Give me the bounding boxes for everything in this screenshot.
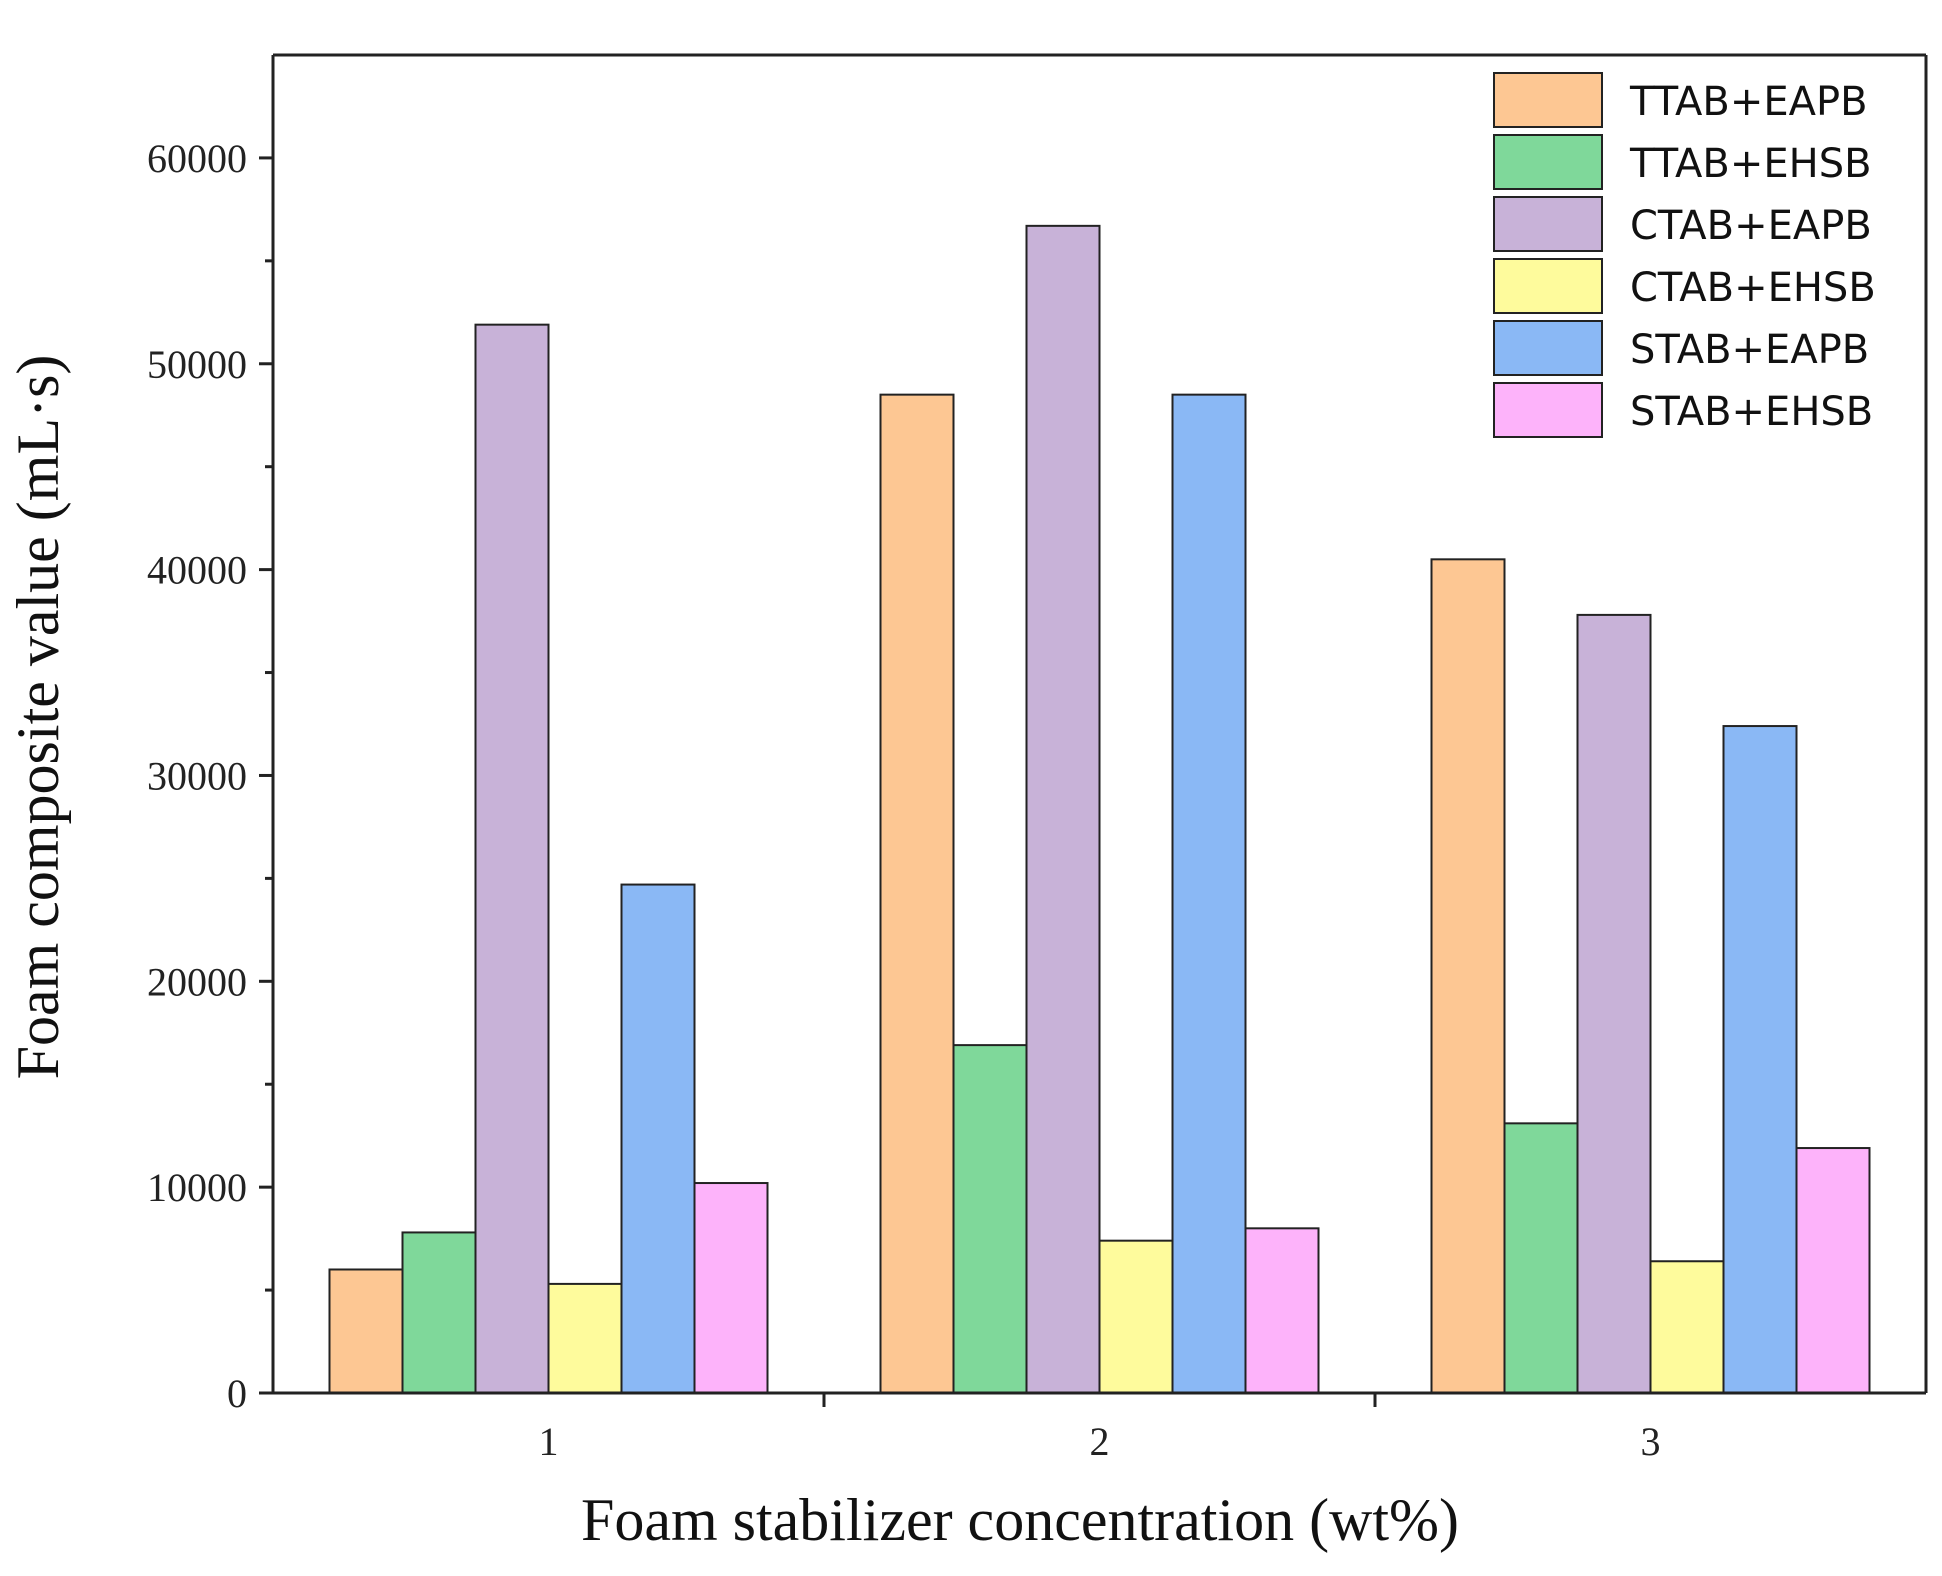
x-ticks: 1 2 3 — [539, 1393, 1661, 1464]
bar-stab-eapb-3 — [1722, 725, 1798, 1394]
bar-ttab-eapb-3 — [1430, 558, 1506, 1394]
legend-swatch — [1493, 258, 1603, 314]
y-ticks: 0 10000 20000 30000 40000 50000 60000 — [147, 136, 273, 1416]
bar-ctab-ehsb-2 — [1098, 1239, 1174, 1394]
y-tick-label: 0 — [227, 1371, 247, 1416]
y-tick-label: 10000 — [147, 1165, 247, 1210]
y-tick-label: 30000 — [147, 753, 247, 798]
y-tick-label: 40000 — [147, 548, 247, 593]
bar-stab-eapb-2 — [1171, 393, 1247, 1394]
legend: TTAB+EAPB TTAB+EHSB CTAB+EAPB CTAB+EHSB STAB… — [1493, 72, 1876, 438]
bar-stab-ehsb-3 — [1795, 1147, 1871, 1395]
bar-ttab-eapb-1 — [328, 1268, 404, 1394]
bar-stab-eapb-1 — [620, 883, 696, 1394]
legend-label: CTAB+EAPB — [1630, 203, 1872, 249]
bar-ctab-ehsb-3 — [1649, 1260, 1725, 1394]
legend-swatch — [1493, 72, 1603, 128]
y-tick-label: 20000 — [147, 959, 247, 1004]
bar-ttab-eapb-2 — [879, 393, 955, 1394]
x-tick-label: 2 — [1090, 1419, 1110, 1464]
x-tick-label: 3 — [1641, 1419, 1661, 1464]
bar-stab-ehsb-2 — [1244, 1227, 1320, 1395]
bars-layer — [328, 224, 1871, 1395]
bar-ctab-eapb-1 — [474, 323, 550, 1394]
y-tick-label: 60000 — [147, 136, 247, 181]
legend-label: TTAB+EHSB — [1629, 141, 1872, 187]
bar-ctab-ehsb-1 — [547, 1282, 623, 1394]
x-axis-title: Foam stabilizer concentration (wt%) — [581, 1487, 1459, 1553]
bar-ttab-ehsb-1 — [401, 1231, 477, 1394]
bar-ttab-ehsb-3 — [1503, 1122, 1579, 1394]
legend-swatch — [1493, 382, 1603, 438]
bar-stab-ehsb-1 — [693, 1182, 769, 1394]
axes-layer — [271, 53, 1928, 1395]
bar-ctab-eapb-3 — [1576, 613, 1652, 1394]
x-tick-label: 1 — [539, 1419, 559, 1464]
bar-ctab-eapb-2 — [1025, 224, 1101, 1395]
bar-ttab-ehsb-2 — [952, 1044, 1028, 1394]
legend-label: TTAB+EAPB — [1629, 79, 1868, 125]
y-tick-label: 50000 — [147, 342, 247, 387]
legend-swatch — [1493, 320, 1603, 376]
legend-label: CTAB+EHSB — [1630, 265, 1876, 311]
legend-label: STAB+EHSB — [1630, 389, 1873, 435]
y-axis-title: Foam composite value (mL·s) — [5, 355, 71, 1080]
legend-label: STAB+EAPB — [1630, 327, 1869, 373]
legend-swatch — [1493, 196, 1603, 252]
legend-swatch — [1493, 134, 1603, 190]
